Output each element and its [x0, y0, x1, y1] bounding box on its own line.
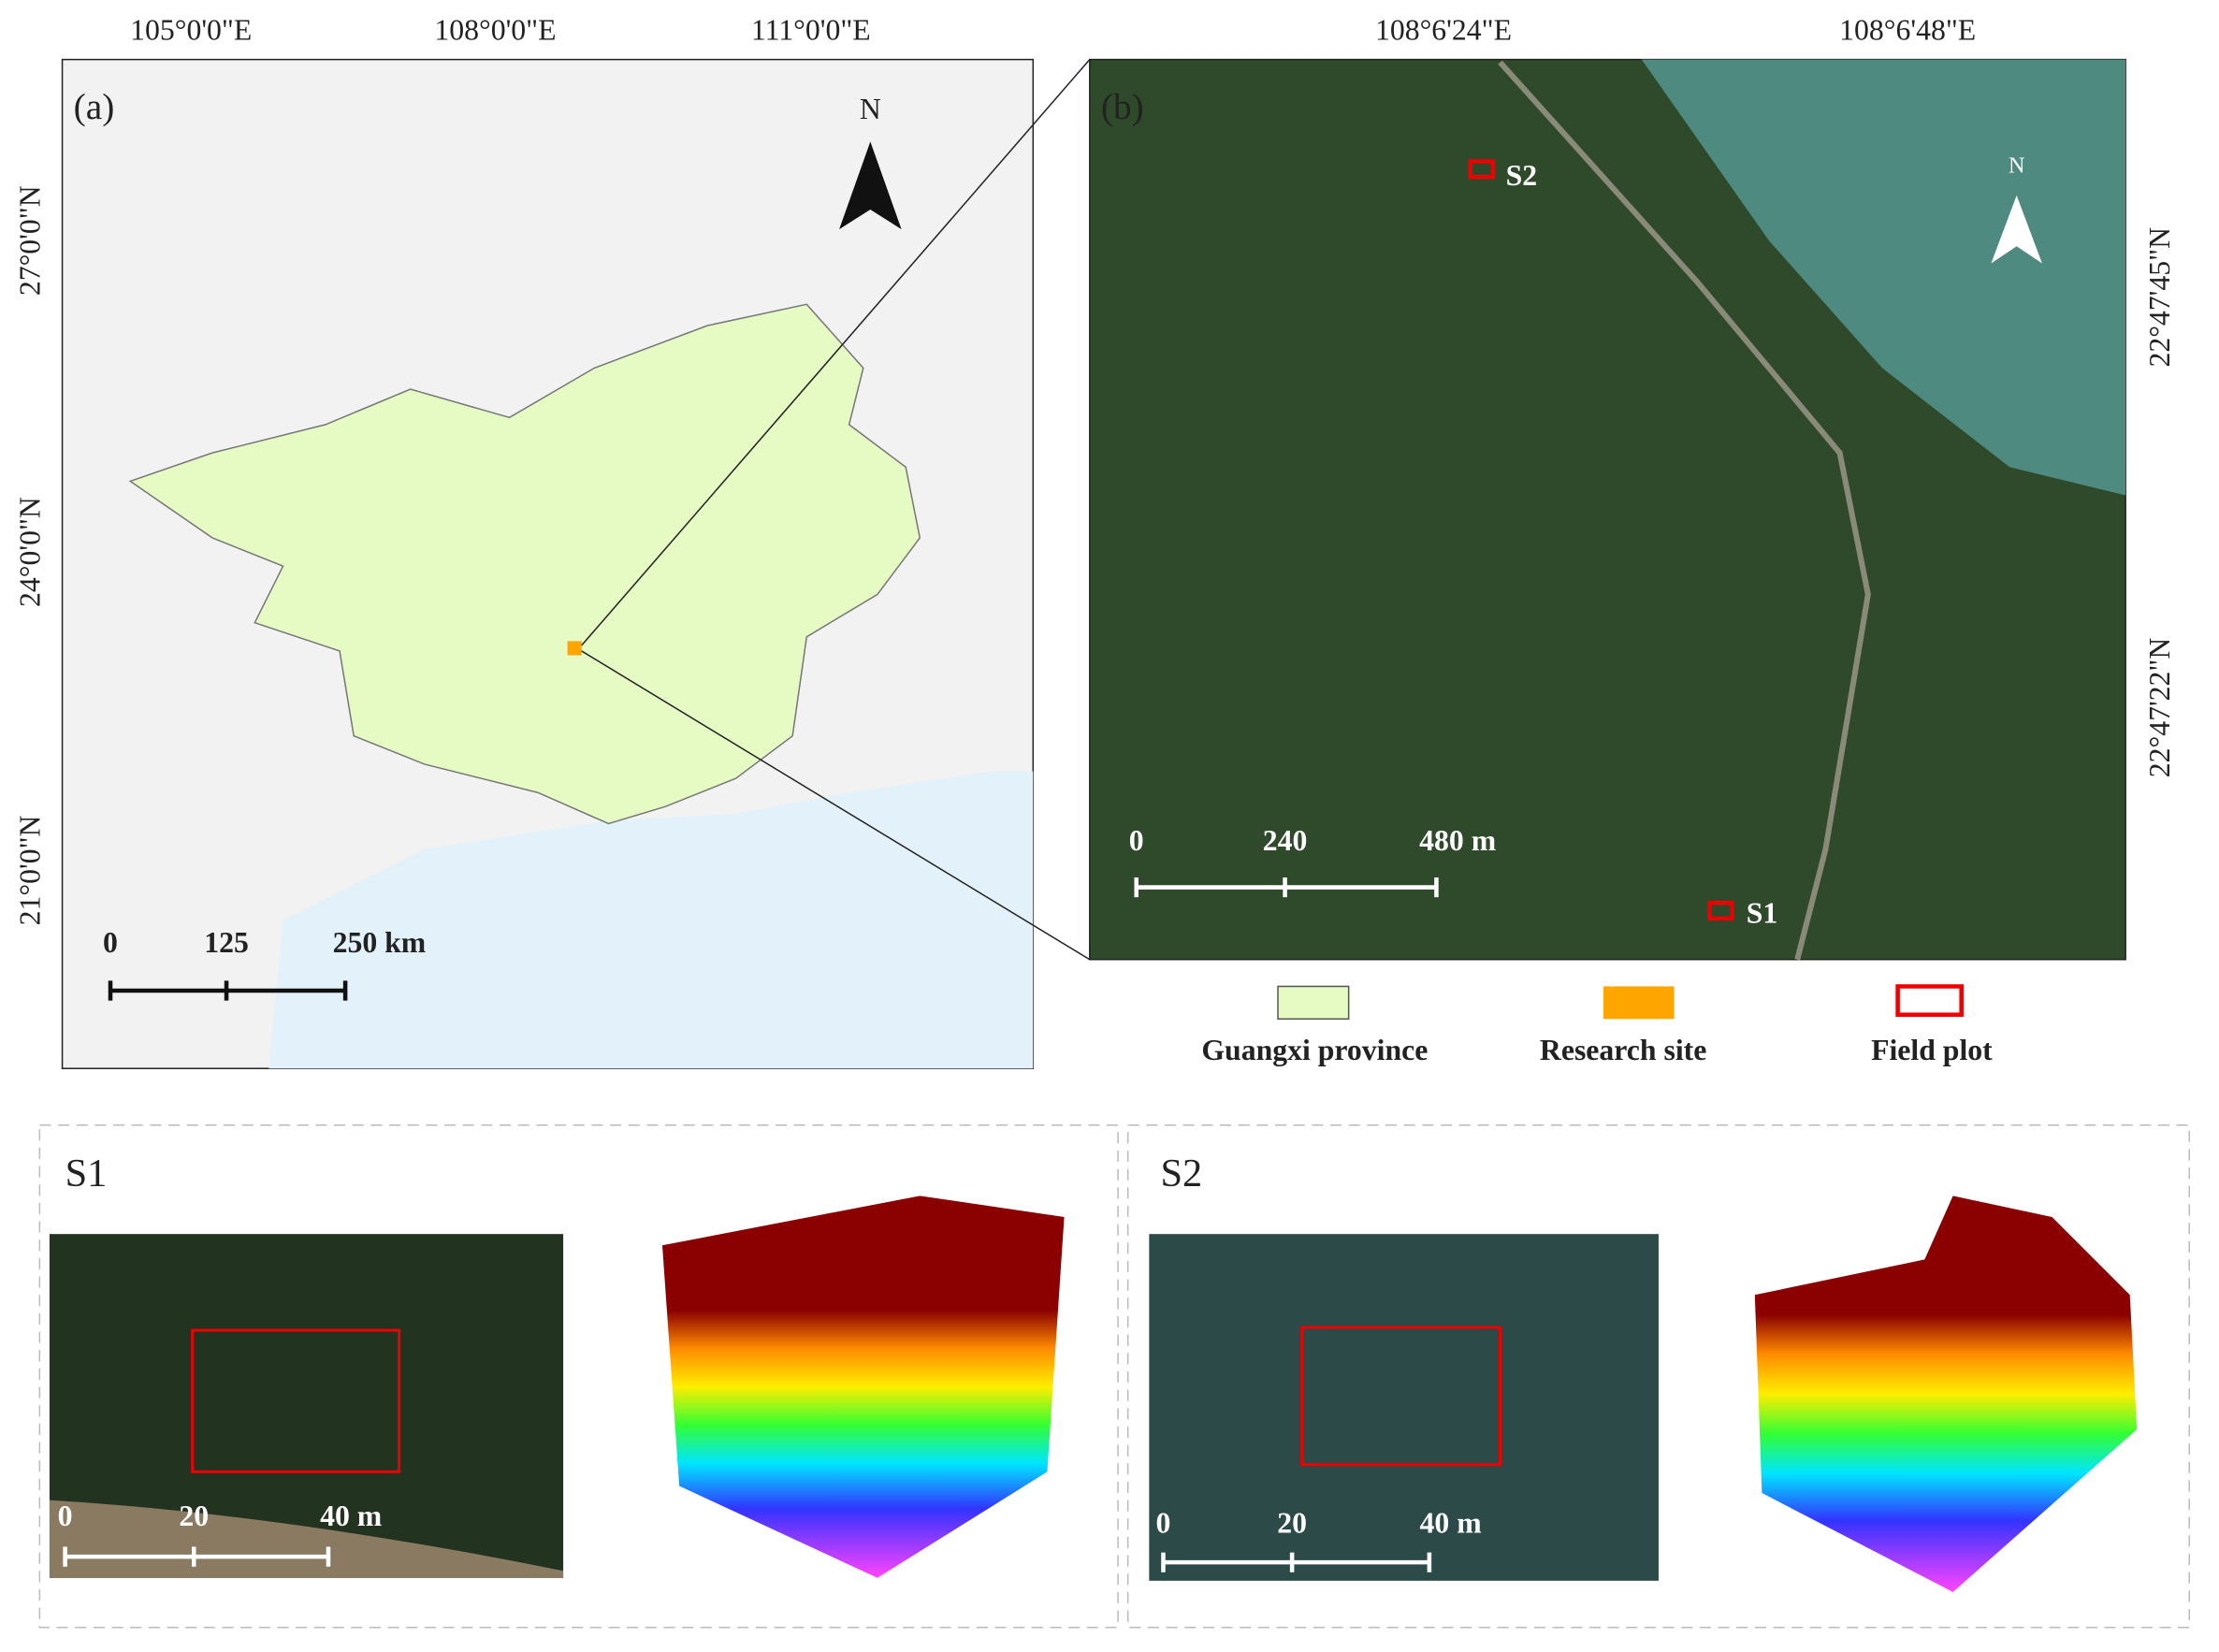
lon-label: 108°6'48"E [1839, 13, 1976, 46]
scale-label: 40 m [1420, 1506, 1482, 1539]
north-arrow [1991, 195, 2042, 264]
lat-label: 22°47'45"N [2143, 227, 2176, 368]
legend-label: Research site [1540, 1034, 1706, 1066]
scale-bar [1161, 1552, 1432, 1572]
river [1641, 59, 2126, 496]
lon-label: 108°0'0"E [434, 13, 556, 46]
scale-label: 0 [1129, 824, 1144, 857]
plot-boundary [191, 1328, 401, 1473]
north-label: N [2009, 153, 2024, 179]
scale-label: 480 m [1419, 824, 1496, 857]
lon-label: 108°6'24"E [1375, 13, 1512, 46]
plot-boundary [1300, 1326, 1502, 1467]
lon-label: 111°0'0"E [751, 13, 871, 46]
plot-label: S1 [1747, 896, 1778, 929]
scale-label: 0 [58, 1500, 73, 1532]
scale-label: 250 km [333, 926, 427, 959]
scale-label: 240 [1263, 824, 1308, 857]
site-box [1126, 1123, 2190, 1629]
north-label: N [860, 93, 881, 125]
legend-swatch [1277, 985, 1350, 1021]
panel-label: (b) [1101, 86, 1144, 127]
point-cloud [1754, 1196, 2138, 1592]
legend-label: Field plot [1871, 1034, 1993, 1066]
scale-label: 40 m [320, 1500, 382, 1532]
aerial-image [1149, 1234, 1659, 1581]
sea [268, 771, 1034, 1069]
callout-line [581, 650, 1091, 961]
scale-label: 0 [103, 926, 118, 959]
plot-label: S2 [1506, 159, 1538, 192]
scale-bar [108, 980, 348, 1001]
field-plot [1468, 159, 1496, 180]
site-title: S2 [1160, 1152, 1202, 1196]
legend-swatch [1895, 984, 1964, 1017]
callout-line [581, 59, 1091, 646]
site-box [38, 1123, 1119, 1629]
north-arrow [839, 141, 902, 230]
site-title: S1 [65, 1152, 108, 1196]
lat-label: 27°0'0"N [13, 185, 46, 296]
point-cloud [661, 1196, 1065, 1578]
lat-label: 24°0'0"N [13, 497, 46, 607]
panel-label: (a) [74, 86, 115, 127]
scale-label: 20 [1277, 1506, 1307, 1539]
field-plot [1707, 900, 1734, 921]
lat-label: 21°0'0"N [13, 815, 46, 925]
lon-label: 105°0'0"E [130, 13, 252, 46]
legend-swatch [1603, 986, 1675, 1020]
scale-label: 125 [204, 926, 249, 959]
legend-label: Guangxi province [1201, 1034, 1428, 1066]
scale-bar [1134, 877, 1439, 898]
guangxi [128, 303, 921, 825]
scale-label: 0 [1156, 1506, 1171, 1539]
scale-bar [63, 1546, 331, 1567]
road [1498, 60, 1871, 961]
lat-label: 22°47'22"N [2143, 638, 2176, 778]
scale-label: 20 [179, 1500, 209, 1532]
research-site [567, 641, 582, 656]
